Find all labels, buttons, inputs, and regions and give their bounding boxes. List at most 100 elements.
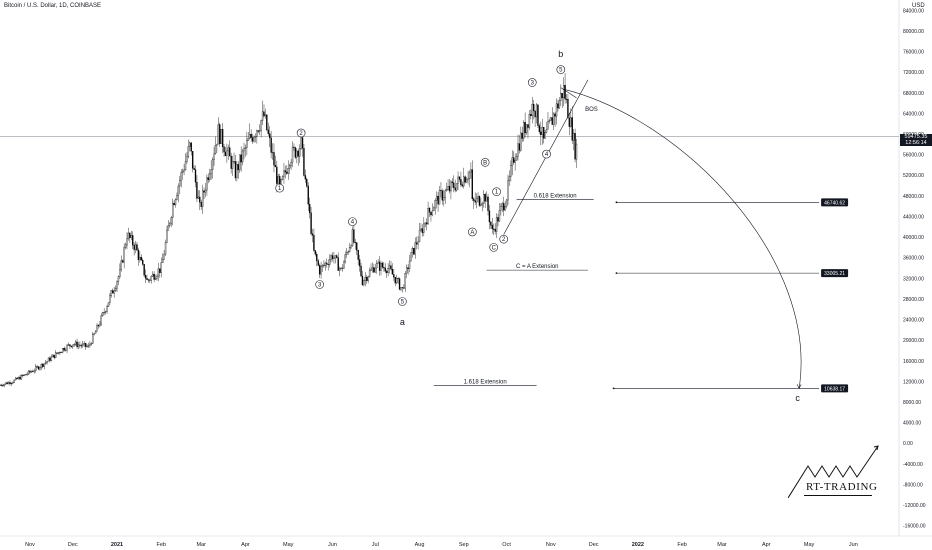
wave-label-circle — [348, 217, 357, 226]
candle-up — [348, 247, 351, 252]
price-tick-label: 12000.00 — [903, 379, 924, 385]
candle-down — [381, 262, 384, 268]
candle-up — [23, 374, 25, 376]
extension-label: 0.618 Extension — [534, 193, 577, 199]
candle-down — [398, 278, 401, 290]
currency-label: USD — [912, 3, 925, 9]
candle-down — [269, 133, 271, 139]
candle-down — [354, 242, 356, 243]
time-tick-label: Dec — [589, 542, 599, 548]
candle-down — [440, 190, 442, 192]
wave-labels[interactable]: 1 2 3 4 5 a A B C 1 2 3 4 5 b c — [275, 49, 801, 403]
candle-up — [216, 143, 218, 146]
candle-down — [42, 363, 44, 367]
time-axis[interactable]: Nov Dec 2021 Feb Mar Apr May Jun Jul Aug Sep Oct Nov… — [25, 542, 858, 548]
candle-down — [59, 352, 61, 354]
zigzag-arrow-icon — [787, 445, 879, 499]
candle-up — [420, 228, 422, 231]
candle-up — [183, 169, 185, 172]
candle-up — [241, 150, 244, 163]
price-tick-label: 64000.00 — [903, 111, 924, 117]
candle-up — [321, 264, 324, 267]
candle-up — [277, 176, 279, 184]
candle-down — [568, 117, 571, 127]
candle-up — [411, 247, 414, 253]
candle-down — [173, 202, 175, 206]
candle-up — [344, 254, 347, 263]
candle-up — [498, 210, 501, 222]
candle-down — [221, 128, 224, 147]
candle-down — [133, 244, 135, 250]
candle-down — [318, 265, 321, 275]
price-tick-label: 4000.00 — [903, 421, 921, 427]
time-tick-label: Nov — [546, 542, 556, 548]
candle-up — [72, 344, 74, 348]
extension-target-value: 33005.21 — [824, 271, 845, 277]
price-axis[interactable]: 84000.00 80000.00 76000.00 72000.00 68000.00… — [903, 8, 926, 529]
candle-up — [117, 276, 120, 282]
candle-down — [460, 179, 462, 185]
candle-up — [239, 154, 241, 171]
candle-up — [351, 229, 354, 246]
candle-down — [331, 255, 334, 259]
candle-up — [264, 114, 267, 117]
wave-label: 2 — [299, 131, 303, 137]
candle-up — [505, 199, 508, 207]
drawings[interactable]: BOS 0.618 Extension 46740.62 C = A Extensio… — [433, 79, 849, 393]
candle-down — [323, 264, 325, 266]
wave-label-circle — [315, 280, 324, 289]
candle-up — [214, 145, 217, 155]
candle-up — [483, 194, 485, 204]
candle-down — [473, 198, 475, 201]
candle-up — [364, 277, 366, 281]
candle-up — [60, 351, 63, 353]
extension-anchor-dot — [612, 387, 615, 390]
candle-up — [417, 241, 419, 245]
candle-down — [37, 366, 40, 370]
wave-label: B — [483, 160, 487, 166]
candle-down — [494, 228, 496, 232]
candle-down — [146, 278, 148, 280]
candle-up — [523, 122, 525, 139]
candle-up — [259, 130, 261, 132]
price-tick-label: -16000.00 — [903, 524, 926, 530]
wave-label: 1 — [278, 186, 282, 192]
candle-down — [304, 175, 307, 180]
candle-up — [64, 349, 67, 351]
wave-label: 2 — [502, 237, 506, 243]
candle-down — [474, 200, 476, 203]
candle-up — [575, 143, 578, 160]
candle-down — [199, 196, 201, 203]
candle-up — [368, 270, 371, 277]
price-tick-label: 72000.00 — [903, 70, 924, 76]
candle-down — [357, 250, 359, 260]
candle-up — [253, 136, 255, 142]
time-tick-label: Feb — [157, 542, 166, 548]
candle-down — [336, 255, 338, 258]
rt-trading-logo: RT-TRADING — [787, 440, 888, 502]
candle-down — [286, 171, 288, 174]
candle-up — [52, 354, 54, 358]
watermark-text: RT-TRADING — [806, 481, 878, 493]
candle-up — [87, 345, 90, 347]
candle-up — [525, 124, 528, 134]
candle-up — [404, 272, 406, 289]
candle-down — [190, 142, 192, 152]
candle-down — [36, 366, 38, 368]
extension-target-tag — [821, 269, 849, 278]
candle-up — [181, 170, 184, 173]
candle-up — [244, 147, 247, 149]
candle-up — [560, 92, 562, 101]
candle-up — [17, 377, 20, 380]
candle-down — [313, 235, 315, 251]
wave-label-circle — [296, 128, 306, 138]
candle-down — [317, 260, 319, 266]
candle-down — [0, 384, 3, 386]
candle-up — [468, 171, 471, 179]
candle-down — [327, 264, 329, 265]
wave-label: 4 — [545, 152, 549, 158]
candle-up — [256, 130, 258, 137]
candle-up — [171, 202, 174, 218]
candle-down — [194, 169, 197, 183]
